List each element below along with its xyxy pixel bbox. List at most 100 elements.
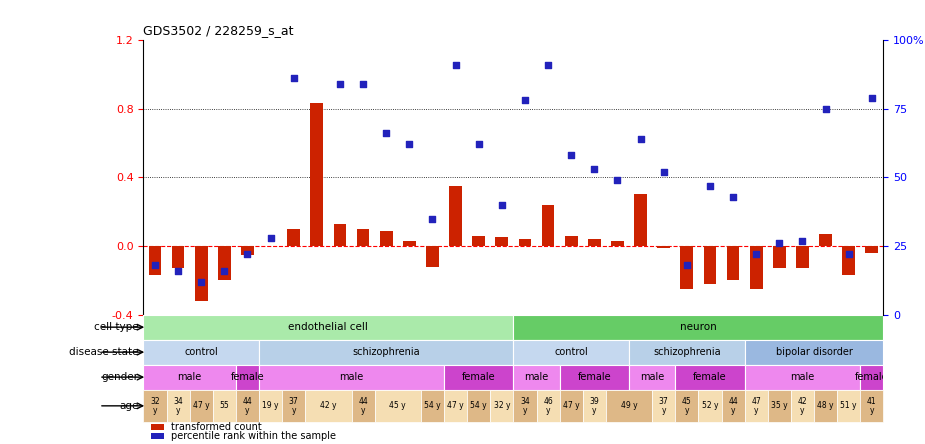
Text: 54 y: 54 y — [425, 401, 440, 410]
Text: age: age — [119, 401, 139, 411]
Text: endothelial cell: endothelial cell — [289, 322, 368, 332]
Point — [494, 201, 509, 208]
Point — [148, 262, 163, 269]
Bar — [403, 241, 415, 246]
Bar — [195, 246, 207, 301]
Bar — [450, 186, 462, 246]
Text: 55: 55 — [219, 401, 229, 410]
Bar — [259, 390, 282, 422]
Bar — [149, 246, 161, 275]
Bar — [190, 390, 213, 422]
Bar — [473, 236, 485, 246]
Text: male: male — [524, 372, 549, 382]
Bar — [820, 234, 832, 246]
Text: 32
y: 32 y — [150, 397, 160, 415]
Point — [287, 75, 302, 82]
Text: control: control — [554, 347, 588, 357]
Bar — [259, 340, 513, 365]
Bar — [860, 390, 883, 422]
Point — [657, 168, 672, 175]
Bar — [606, 390, 652, 422]
Bar — [151, 424, 164, 430]
Bar — [675, 365, 745, 390]
Bar — [513, 390, 536, 422]
Bar — [611, 241, 623, 246]
Text: 34
y: 34 y — [173, 397, 183, 415]
Point — [679, 262, 694, 269]
Bar — [444, 365, 513, 390]
Bar — [288, 229, 300, 246]
Bar — [172, 246, 184, 268]
Text: 37
y: 37 y — [659, 397, 669, 415]
Bar — [652, 390, 675, 422]
Bar — [698, 390, 722, 422]
Text: disease state: disease state — [69, 347, 139, 357]
Text: 41
y: 41 y — [867, 397, 877, 415]
Bar — [426, 246, 438, 266]
Bar — [745, 340, 883, 365]
Bar — [791, 390, 814, 422]
Text: 47 y: 47 y — [563, 401, 579, 410]
Bar — [860, 365, 883, 390]
Bar — [444, 390, 467, 422]
Text: GDS3502 / 228259_s_at: GDS3502 / 228259_s_at — [143, 24, 294, 37]
Point — [703, 182, 718, 189]
Point — [864, 94, 879, 101]
Bar — [151, 432, 164, 439]
Text: female: female — [462, 372, 496, 382]
Point — [194, 278, 209, 285]
Bar — [560, 390, 583, 422]
Point — [401, 141, 416, 148]
Bar — [675, 390, 698, 422]
Bar — [773, 246, 785, 268]
Bar — [658, 246, 670, 248]
Bar — [513, 340, 629, 365]
Point — [518, 97, 533, 104]
Point — [564, 152, 579, 159]
Bar — [143, 315, 513, 340]
Bar — [213, 390, 236, 422]
Point — [610, 177, 625, 184]
Text: female: female — [577, 372, 611, 382]
Bar — [583, 390, 606, 422]
Text: male: male — [790, 372, 815, 382]
Point — [240, 251, 255, 258]
Bar — [814, 390, 837, 422]
Text: 47 y: 47 y — [448, 401, 463, 410]
Text: male: male — [339, 372, 364, 382]
Bar — [236, 390, 259, 422]
Text: 49 y: 49 y — [621, 401, 637, 410]
Point — [796, 237, 810, 244]
Text: control: control — [184, 347, 218, 357]
Bar — [866, 246, 878, 253]
Point — [379, 130, 394, 137]
Text: 46
y: 46 y — [543, 397, 553, 415]
Bar — [218, 246, 230, 280]
Text: 45 y: 45 y — [389, 401, 406, 410]
Bar — [380, 230, 392, 246]
Bar — [513, 365, 560, 390]
Bar — [542, 205, 554, 246]
Bar — [536, 390, 560, 422]
Bar — [375, 390, 421, 422]
Point — [633, 135, 648, 143]
Bar — [259, 365, 444, 390]
Bar — [334, 224, 346, 246]
Point — [771, 240, 786, 247]
Text: 47 y: 47 y — [193, 401, 209, 410]
Text: bipolar disorder: bipolar disorder — [775, 347, 853, 357]
Text: male: male — [640, 372, 664, 382]
Point — [448, 61, 462, 68]
Bar — [768, 390, 791, 422]
Bar — [143, 390, 166, 422]
Bar — [236, 365, 259, 390]
Text: schizophrenia: schizophrenia — [352, 347, 420, 357]
Text: schizophrenia: schizophrenia — [653, 347, 721, 357]
Text: 39
y: 39 y — [589, 397, 599, 415]
Bar — [588, 239, 600, 246]
Bar — [357, 229, 369, 246]
Text: 37
y: 37 y — [289, 397, 299, 415]
Text: female: female — [230, 372, 265, 382]
Text: neuron: neuron — [680, 322, 717, 332]
Text: 19 y: 19 y — [263, 401, 278, 410]
